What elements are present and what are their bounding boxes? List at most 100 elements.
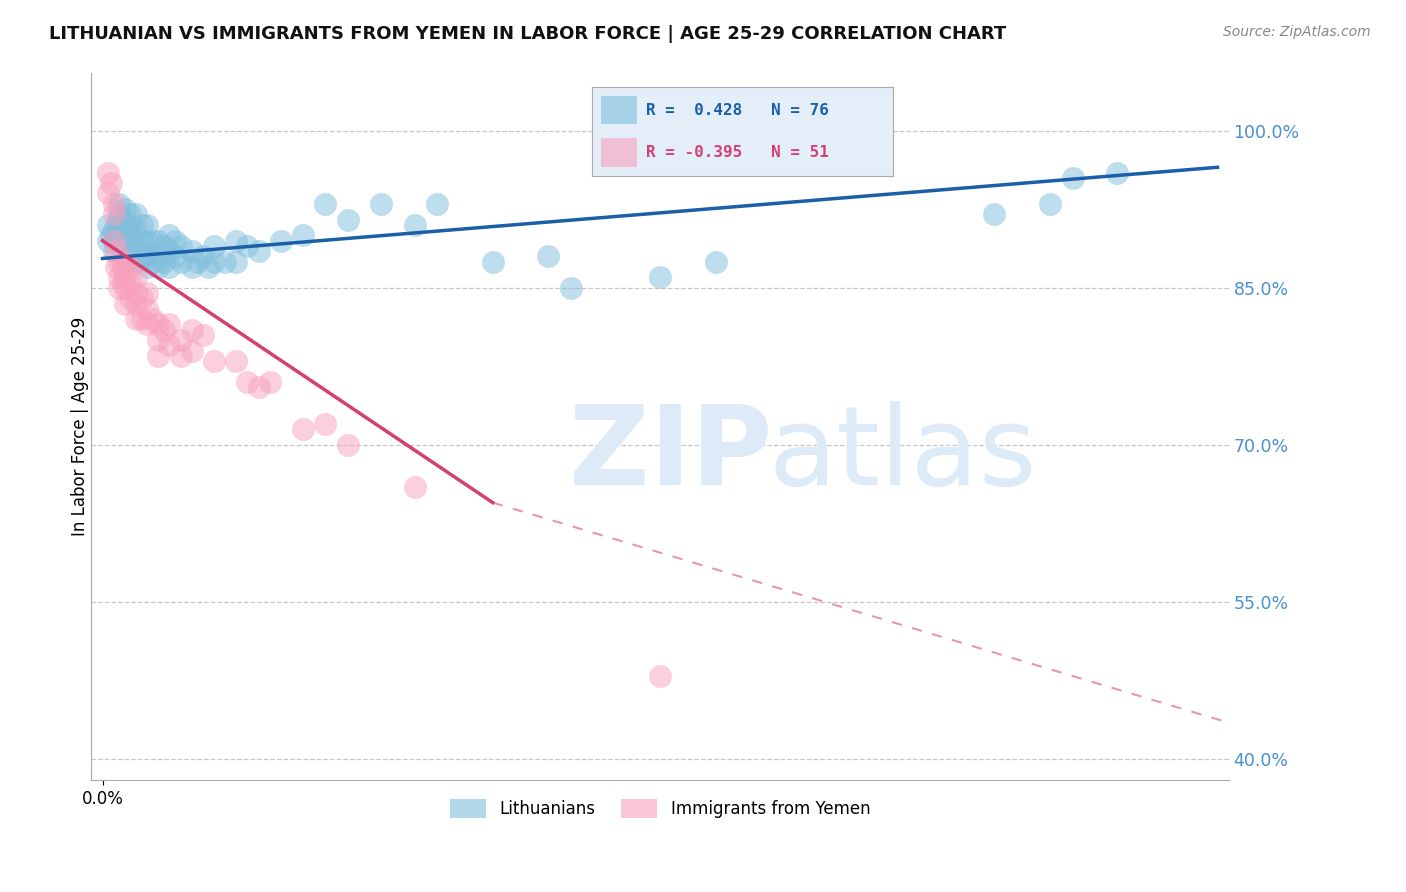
Point — [404, 480, 426, 494]
Point — [236, 375, 259, 389]
Point — [125, 286, 148, 301]
Point — [131, 291, 153, 305]
Point — [104, 218, 127, 232]
Point — [114, 270, 136, 285]
Point — [114, 223, 136, 237]
Point — [259, 375, 281, 389]
Point — [202, 239, 225, 253]
Point — [148, 333, 170, 347]
Point — [136, 260, 159, 274]
Point — [142, 234, 165, 248]
Point — [1039, 197, 1062, 211]
Point — [247, 380, 270, 394]
Point — [100, 228, 122, 243]
Point — [97, 234, 120, 248]
Point — [180, 260, 202, 274]
Point — [157, 260, 180, 274]
Point — [142, 312, 165, 326]
Point — [125, 244, 148, 259]
Point — [180, 244, 202, 259]
Point — [560, 281, 582, 295]
Point — [336, 438, 359, 452]
Point — [125, 234, 148, 248]
Point — [157, 318, 180, 332]
Point — [108, 212, 131, 227]
Point — [648, 668, 671, 682]
Point — [125, 270, 148, 285]
Point — [97, 165, 120, 179]
Text: ZIP: ZIP — [569, 401, 772, 508]
Point — [292, 422, 315, 436]
Point — [125, 254, 148, 268]
Y-axis label: In Labor Force | Age 25-29: In Labor Force | Age 25-29 — [72, 317, 89, 536]
Text: LITHUANIAN VS IMMIGRANTS FROM YEMEN IN LABOR FORCE | AGE 25-29 CORRELATION CHART: LITHUANIAN VS IMMIGRANTS FROM YEMEN IN L… — [49, 25, 1007, 43]
Point — [103, 234, 125, 248]
Point — [169, 239, 191, 253]
Point — [148, 349, 170, 363]
Point — [225, 234, 247, 248]
Point — [104, 260, 127, 274]
Point — [225, 254, 247, 268]
Point — [103, 197, 125, 211]
Text: Source: ZipAtlas.com: Source: ZipAtlas.com — [1223, 25, 1371, 39]
Point — [292, 228, 315, 243]
Point — [104, 228, 127, 243]
Point — [163, 249, 186, 263]
Point — [153, 254, 176, 268]
Point — [169, 333, 191, 347]
Point — [120, 291, 142, 305]
Text: atlas: atlas — [768, 401, 1036, 508]
Point — [370, 197, 392, 211]
Point — [983, 207, 1005, 221]
Point — [114, 281, 136, 295]
Point — [157, 338, 180, 352]
Point — [191, 328, 214, 343]
Point — [481, 254, 503, 268]
Point — [202, 254, 225, 268]
Point — [315, 197, 337, 211]
Point — [136, 218, 159, 232]
Point — [148, 249, 170, 263]
Point — [163, 234, 186, 248]
Point — [247, 244, 270, 259]
Point — [111, 276, 134, 290]
Point — [97, 186, 120, 201]
Point — [103, 234, 125, 248]
Point — [336, 212, 359, 227]
Point — [153, 323, 176, 337]
Point — [131, 312, 153, 326]
Point — [142, 254, 165, 268]
Point — [148, 318, 170, 332]
Point — [180, 343, 202, 358]
Point — [108, 207, 131, 221]
Point — [131, 218, 153, 232]
Point — [114, 218, 136, 232]
Point — [136, 249, 159, 263]
Legend: Lithuanians, Immigrants from Yemen: Lithuanians, Immigrants from Yemen — [443, 792, 877, 825]
Point — [648, 270, 671, 285]
Point — [111, 260, 134, 274]
Point — [103, 207, 125, 221]
Point — [704, 254, 727, 268]
Point — [136, 286, 159, 301]
Point — [315, 417, 337, 431]
Point — [404, 218, 426, 232]
Point — [104, 244, 127, 259]
Point — [236, 239, 259, 253]
Point — [157, 244, 180, 259]
Point — [148, 260, 170, 274]
Point — [114, 254, 136, 268]
Point — [114, 296, 136, 310]
Point — [270, 234, 292, 248]
Point — [169, 254, 191, 268]
Point — [202, 354, 225, 368]
Point — [114, 249, 136, 263]
Point — [125, 223, 148, 237]
Point — [125, 296, 148, 310]
Point — [191, 249, 214, 263]
Point — [197, 260, 219, 274]
Point — [1062, 170, 1084, 185]
Point — [186, 254, 208, 268]
Point — [114, 202, 136, 217]
Point — [120, 218, 142, 232]
